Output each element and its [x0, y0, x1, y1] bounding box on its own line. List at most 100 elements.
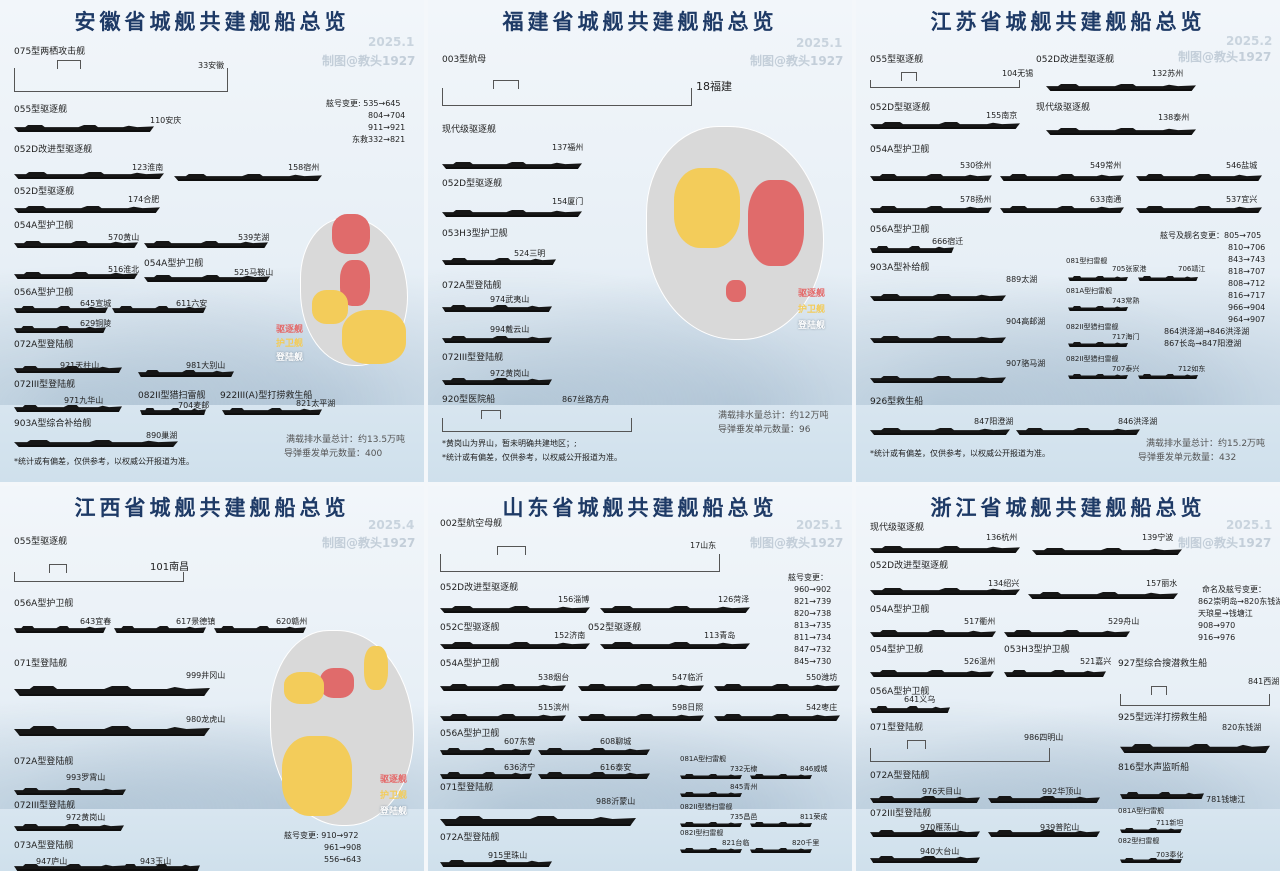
ship-silhouette [750, 822, 812, 827]
ship-silhouette [1068, 342, 1128, 347]
ship-name: 157丽水 [1146, 579, 1178, 588]
ship-name: 992华顶山 [1042, 787, 1082, 796]
ship-name: 155南京 [986, 111, 1018, 120]
ship-class-label: 071型登陆舰 [440, 783, 494, 793]
ship-class-label: 052D型驱逐舰 [14, 187, 75, 197]
ship-silhouette [442, 336, 552, 343]
aircraft-carrier [442, 80, 692, 106]
ship-silhouette [870, 206, 992, 213]
ship-silhouette [538, 748, 650, 755]
ship-name: 820千里 [792, 839, 820, 847]
map-region-frigate [312, 290, 348, 324]
ship-silhouette [680, 822, 742, 827]
footnote: *统计或有偏差，仅供参考，以权威公开报道为准。 [870, 449, 1050, 458]
panel-title: 浙江省城舰共建舰船总览 [930, 495, 1206, 520]
ship-class-label: 054A型护卫舰 [870, 605, 930, 615]
ship-silhouette [1000, 174, 1124, 181]
code-line: 816→717 [1228, 291, 1266, 300]
ship-silhouette [870, 546, 1020, 553]
code-line: 821→739 [794, 597, 832, 606]
ship-class-label: 054A型护卫舰 [144, 259, 204, 269]
ship-class-label: 现代级驱逐舰 [870, 523, 925, 533]
ship-class-label: 816型水声监听船 [1118, 763, 1190, 773]
code-line: 911→921 [368, 123, 406, 132]
ship-class-label: 052D改进型驱逐舰 [1036, 55, 1115, 65]
ship-silhouette [714, 714, 840, 721]
ship-class-label: 056A型护卫舰 [870, 225, 930, 235]
ship-silhouette [1136, 174, 1262, 181]
ship-silhouette [118, 864, 200, 871]
hull-number-changes: 舷号变更: 535→645 804→704 911→921 东救332→821 [326, 98, 405, 146]
ship-name: 633南通 [1090, 195, 1122, 204]
ship-silhouette [680, 774, 742, 779]
ship-class-label: 054A型护卫舰 [440, 659, 500, 669]
author-credit: 制图@教头1927 [322, 54, 416, 68]
ship-class-label: 072A型登陆舰 [14, 340, 74, 350]
ship-class-label: 082型扫雷舰 [1118, 837, 1160, 845]
ship-silhouette [140, 408, 206, 415]
ship-name: 846洪泽湖 [1118, 417, 1158, 426]
ship-silhouette [440, 816, 636, 826]
ship-name: 889太湖 [1006, 275, 1038, 284]
ship-class-label: 082II型猎扫雷舰 [680, 803, 733, 811]
amphibious-assault-ship [14, 60, 228, 92]
ship-name: 126菏泽 [718, 595, 750, 604]
vls-cell-count: 导弹垂发单元数量：432 [1138, 453, 1237, 463]
legend-landing-ship: 登陆舰 [798, 321, 826, 331]
ship-name: 101南昌 [150, 562, 190, 573]
ship-silhouette [600, 606, 750, 613]
author-credit: 制图@教头1927 [750, 536, 844, 550]
author-credit: 制图@教头1927 [322, 536, 416, 550]
ship-silhouette [14, 788, 126, 795]
ship-name: 821太平湖 [296, 399, 336, 408]
ship-name: 781钱塘江 [1206, 795, 1246, 804]
ship-name: 547临沂 [672, 673, 704, 682]
ship-silhouette [14, 726, 210, 736]
ship-name: 542枣庄 [806, 703, 838, 712]
ship-class-label: 052型驱逐舰 [588, 623, 642, 633]
ship-name: 17山东 [690, 541, 717, 550]
ship-name: 549常州 [1090, 161, 1122, 170]
ship-silhouette [442, 378, 552, 385]
date-label: 2025.1 [1226, 518, 1273, 532]
ship-class-label: 903A型综合补给舰 [14, 419, 92, 429]
code-line: 960→902 [794, 585, 832, 594]
ship-name: 132苏州 [1152, 69, 1184, 78]
code-line: 810→706 [1228, 243, 1266, 252]
ship-silhouette [144, 275, 270, 282]
ship-class-label: 081A型扫雷舰 [1118, 807, 1165, 815]
code-line: 843→743 [1228, 255, 1266, 264]
ship-name: 705张家港 [1112, 265, 1147, 273]
code-line: 916→976 [1198, 633, 1236, 642]
ship-name: 525马鞍山 [234, 268, 274, 277]
ship-name: 703奉化 [1156, 851, 1184, 859]
ship-class-label: 053H3型护卫舰 [442, 229, 508, 239]
ship-name: 976天目山 [922, 787, 962, 796]
ship-class-label: 055型驱逐舰 [870, 55, 924, 65]
ship-silhouette [14, 626, 106, 633]
code-line: 舷号及舰名变更：805→705 [1160, 231, 1262, 240]
ship-silhouette [870, 336, 1006, 343]
ship-class-label: 052D改进型驱逐舰 [870, 561, 949, 571]
ship-silhouette [870, 796, 980, 803]
ship-silhouette [1046, 84, 1196, 91]
ship-name: 526温州 [964, 657, 996, 666]
hull-number-changes: 舷号变更: 910→972 961→908 556→643 [284, 830, 361, 866]
code-line: 820→738 [794, 609, 832, 618]
ship-name: 970雁荡山 [920, 823, 960, 832]
ship-silhouette [988, 830, 1100, 837]
ship-silhouette [14, 686, 210, 696]
ship-class-label: 082I型扫雷舰 [680, 829, 724, 837]
ship-name: 598日照 [672, 703, 704, 712]
ship-name: 986四明山 [1024, 733, 1064, 742]
ship-class-label: 052C型驱逐舰 [440, 623, 500, 633]
ship-class-label: 082II型猎扫雷舰 [1066, 323, 1119, 331]
ship-silhouette [14, 241, 138, 248]
ship-outline [870, 72, 1020, 88]
ship-silhouette [114, 626, 206, 633]
footnote: *黄岗山为界山，暂未明确共建地区；; [442, 439, 577, 448]
legend-landing-ship: 登陆舰 [380, 807, 408, 817]
ship-name: 943玉山 [140, 857, 172, 866]
ship-silhouette [440, 748, 532, 755]
